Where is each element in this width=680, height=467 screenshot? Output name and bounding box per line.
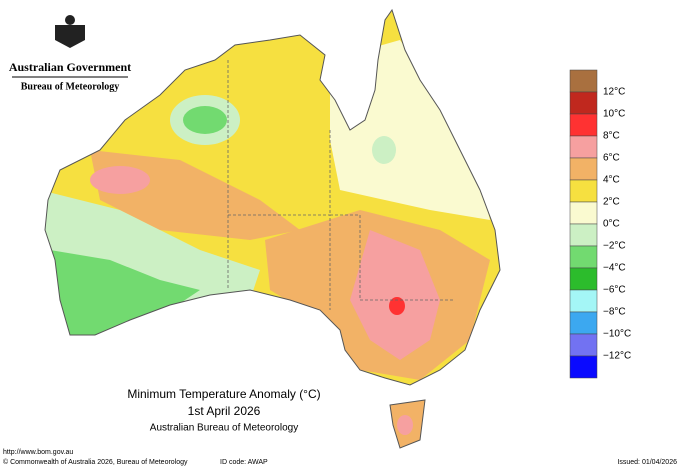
- legend-swatch: [569, 113, 598, 137]
- legend-label: 8°C: [603, 131, 620, 142]
- coastline: [44, 8, 501, 449]
- legend-label: 0°C: [603, 219, 620, 230]
- legend-label: 2°C: [603, 197, 620, 208]
- legend-swatch: [569, 333, 598, 357]
- legend-swatch: [569, 135, 598, 159]
- legend-swatch: [569, 245, 598, 269]
- agency-name: Bureau of Meteorology: [21, 81, 120, 92]
- footer-copyright: © Commonwealth of Australia 2026, Bureau…: [3, 458, 188, 466]
- legend-label: −8°C: [603, 307, 626, 318]
- map-source: Australian Bureau of Meteorology: [150, 423, 298, 434]
- state-borders: [227, 60, 455, 310]
- footer-url: http://www.bom.gov.au: [3, 449, 73, 456]
- footer-issued: Issued: 01/04/2026: [617, 459, 677, 466]
- legend-label: 10°C: [603, 109, 625, 120]
- legend-label: −12°C: [603, 351, 631, 362]
- footer-id: ID code: AWAP: [220, 459, 268, 466]
- legend-swatch: [569, 201, 598, 225]
- legend-swatch: [569, 311, 598, 335]
- legend-label: 6°C: [603, 153, 620, 164]
- legend-label: −4°C: [603, 263, 626, 274]
- legend-swatch: [569, 223, 598, 247]
- legend-swatch: [569, 355, 598, 379]
- legend-label: 4°C: [603, 175, 620, 186]
- legend-swatch: [569, 289, 598, 313]
- government-name: Australian Government: [9, 60, 131, 74]
- legend-swatch: [569, 157, 598, 181]
- map-date: 1st April 2026: [188, 404, 261, 418]
- legend-swatch: [569, 69, 598, 93]
- legend-label: −10°C: [603, 329, 631, 340]
- legend-swatch: [569, 267, 598, 291]
- legend-swatch: [569, 91, 598, 115]
- legend-label: 12°C: [603, 87, 625, 98]
- map-title: Minimum Temperature Anomaly (°C): [127, 387, 320, 401]
- legend-label: −2°C: [603, 241, 626, 252]
- legend: 12°C 10°C 8°C 6°C 4°C 2°C 0°C −2°C −4°C −6°C −8°C −…: [569, 69, 631, 379]
- legend-swatch: [569, 179, 598, 203]
- crest: [55, 15, 85, 48]
- legend-label: −6°C: [603, 285, 626, 296]
